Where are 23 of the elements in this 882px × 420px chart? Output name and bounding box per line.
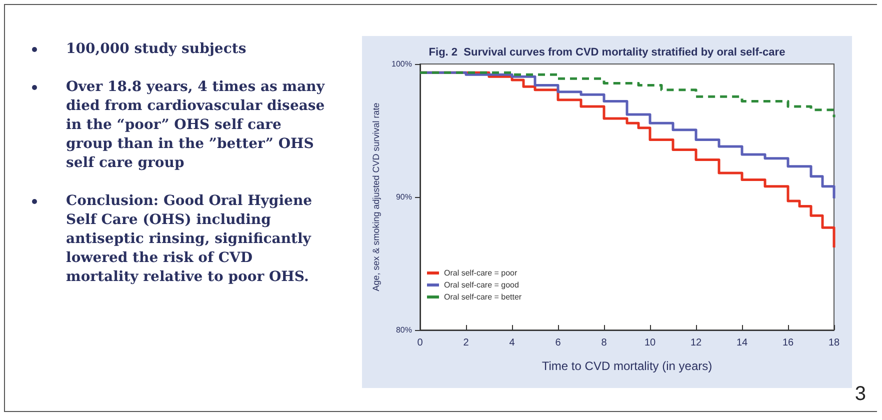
x-axis-title: Time to CVD mortality (in years) bbox=[542, 359, 712, 373]
chart-title: Fig. 2 Survival curves from CVD mortality stratified by oral self-care bbox=[428, 46, 786, 58]
legend-label: Oral self-care = good bbox=[444, 280, 519, 290]
x-tick-label: 14 bbox=[736, 338, 748, 348]
y-axis-title: Age, sex & smoking adjusted CVD survival rate bbox=[371, 102, 382, 292]
x-tick-label: 6 bbox=[555, 338, 562, 348]
x-tick-label: 16 bbox=[782, 338, 794, 348]
x-tick-label: 18 bbox=[828, 338, 840, 348]
x-tick-label: 12 bbox=[690, 338, 702, 348]
legend-label: Oral self-care = poor bbox=[444, 268, 518, 278]
text: Conclusion: Good Oral Hygiene Self Care (OHS) including antiseptic rinsing, significantly lowered the risk of CVD mortality relative to poor OHS. bbox=[65, 192, 314, 287]
y-tick-label: 80% bbox=[396, 326, 412, 334]
y-tick-label: 100% bbox=[392, 60, 412, 68]
x-tick-label: 10 bbox=[644, 338, 656, 348]
x-tick-label: 0 bbox=[417, 338, 424, 348]
y-tick-label: 90% bbox=[396, 192, 412, 202]
x-tick-label: 8 bbox=[601, 338, 608, 348]
legend-label: Oral self-care = better bbox=[444, 292, 522, 302]
x-tick-label: 2 bbox=[463, 338, 470, 348]
text: 100,000 study subjects bbox=[65, 40, 248, 59]
text: Over 18.8 years, 4 times as many died from cardiovascular disease in the “poor” OHS self care group than in the ”better” OHS self care group bbox=[65, 78, 326, 173]
text: 3 bbox=[854, 383, 866, 406]
x-tick-label: 4 bbox=[509, 338, 516, 348]
